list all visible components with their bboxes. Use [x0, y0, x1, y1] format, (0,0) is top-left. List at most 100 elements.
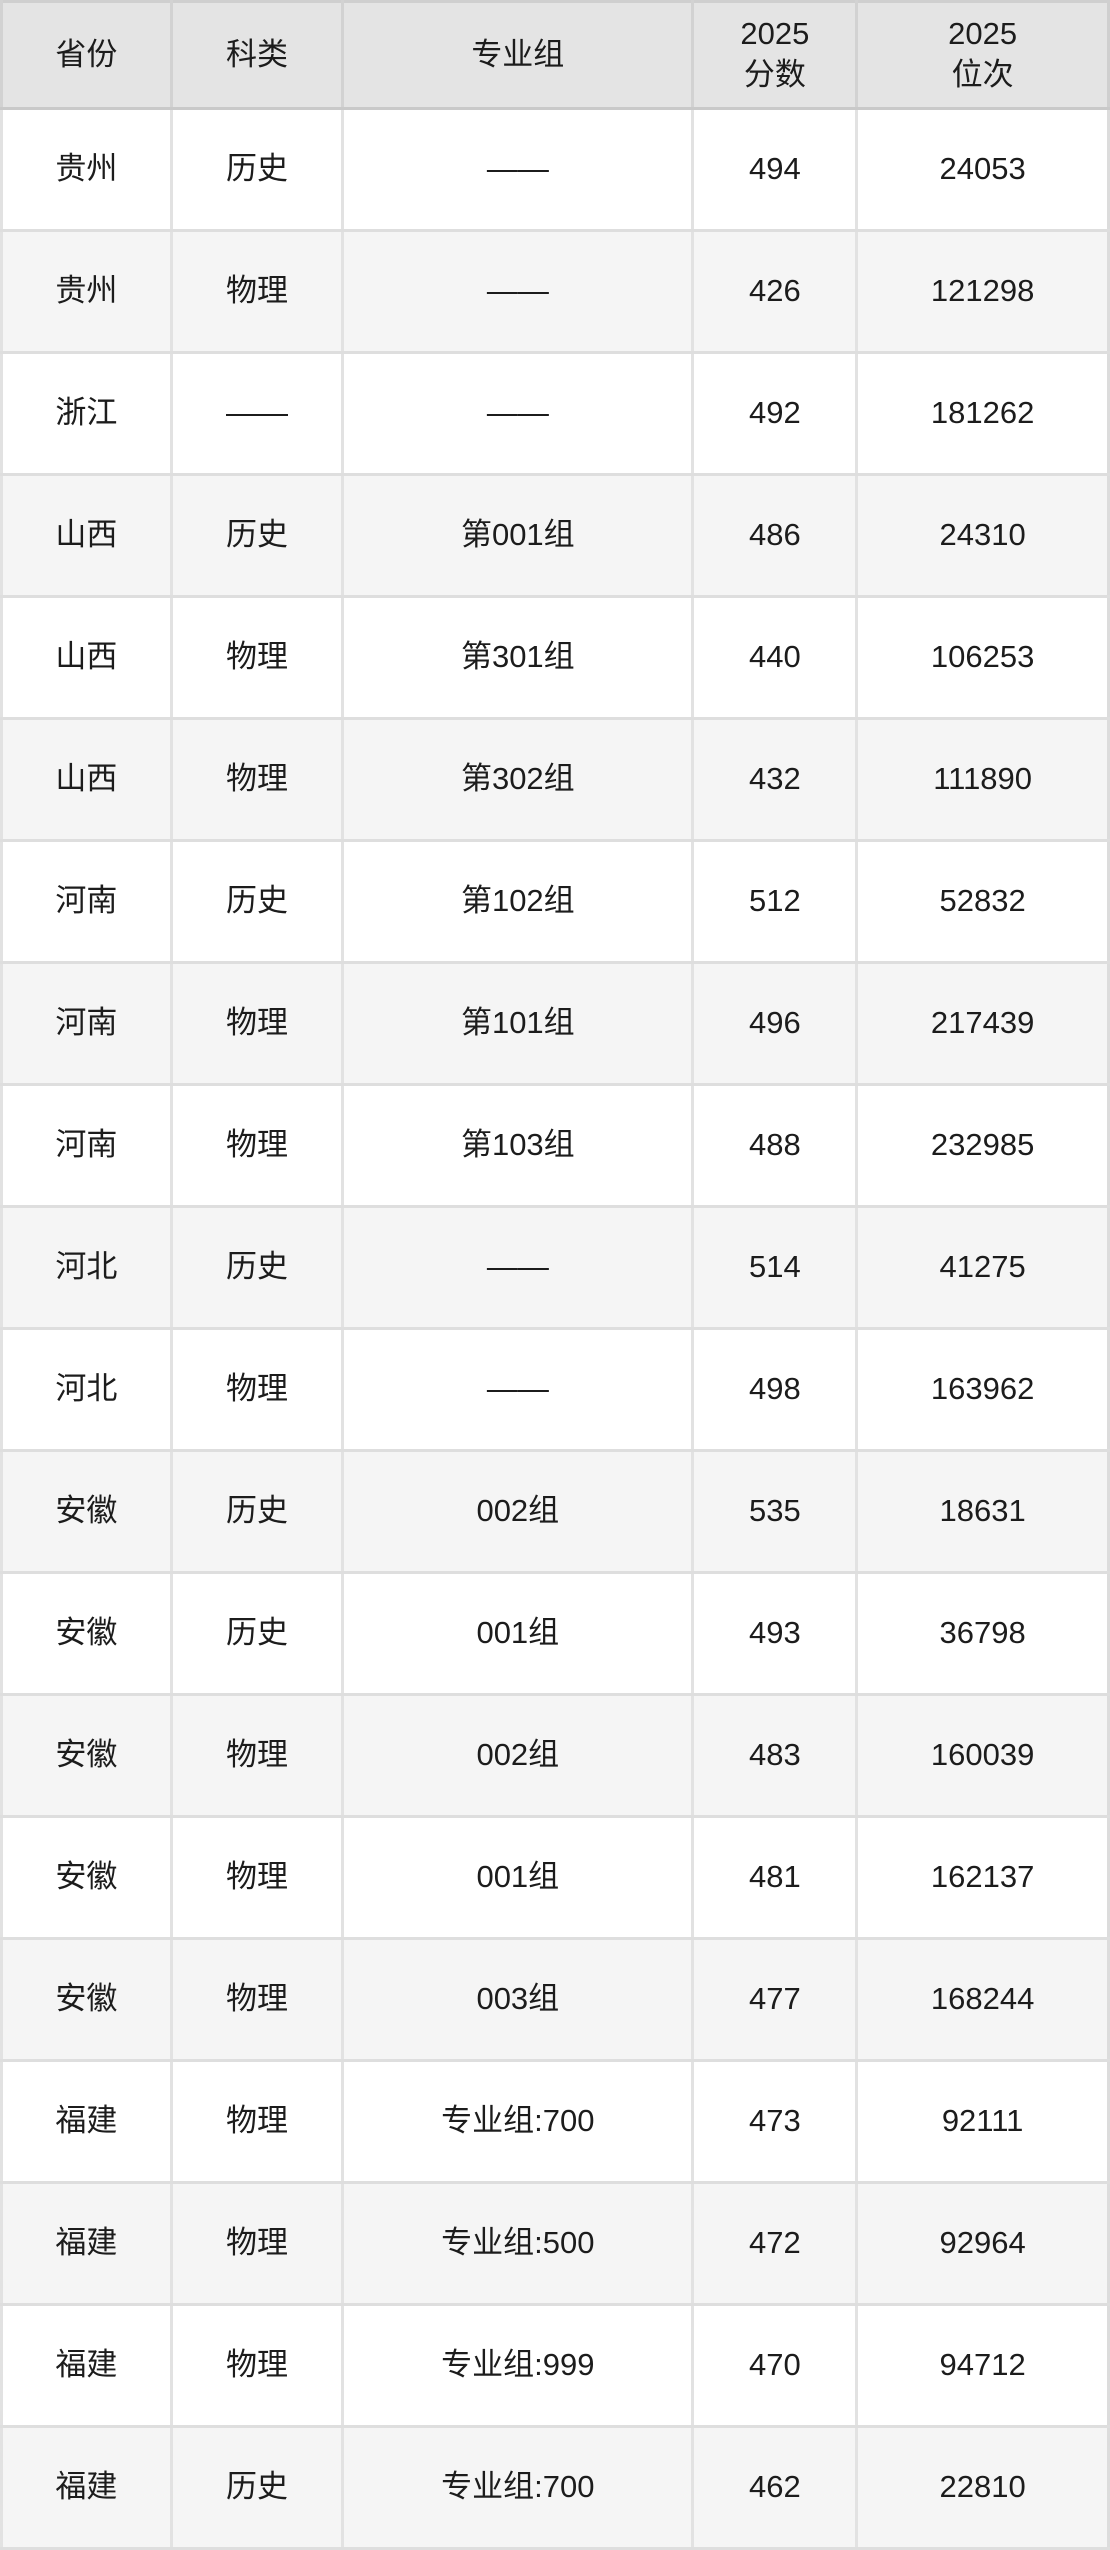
- cell-category: ——: [171, 352, 345, 476]
- cell-category: 历史: [171, 840, 345, 964]
- cell-major: ——: [342, 1328, 695, 1452]
- cell-category: 历史: [171, 2426, 345, 2550]
- cell-rank: 24053: [856, 108, 1110, 232]
- cell-province: 山西: [0, 718, 173, 842]
- cell-category: 物理: [171, 2060, 345, 2184]
- cell-province: 安徽: [0, 1816, 173, 1940]
- cell-category: 物理: [171, 2182, 345, 2306]
- cell-score: 492: [692, 352, 859, 476]
- cell-province: 安徽: [0, 1938, 173, 2062]
- column-header-line: 科类: [226, 36, 288, 72]
- cell-major: 002组: [342, 1450, 695, 1574]
- cell-province: 安徽: [0, 1694, 173, 1818]
- cell-rank: 24310: [856, 474, 1110, 598]
- table-row: 安徽 历史 002组 535 18631: [0, 1450, 1110, 1574]
- column-header-category: 科类: [171, 1, 345, 110]
- cell-score: 493: [692, 1572, 859, 1696]
- cell-rank: 92964: [856, 2182, 1110, 2306]
- column-header-province: 省份: [0, 1, 173, 110]
- cell-rank: 232985: [856, 1084, 1110, 1208]
- table-row: 河北 物理 —— 498 163962: [0, 1328, 1110, 1452]
- column-header-line: 2025: [740, 16, 810, 52]
- cell-category: 物理: [171, 1816, 345, 1940]
- cell-province: 山西: [0, 596, 173, 720]
- cell-rank: 217439: [856, 962, 1110, 1086]
- cell-province: 浙江: [0, 352, 173, 476]
- cell-province: 安徽: [0, 1450, 173, 1574]
- cell-score: 481: [692, 1816, 859, 1940]
- column-header-line: 省份: [55, 36, 118, 72]
- cell-major: 专业组:700: [342, 2060, 695, 2184]
- table-row: 安徽 物理 001组 481 162137: [0, 1816, 1110, 1940]
- cell-category: 物理: [171, 230, 345, 354]
- cell-major: ——: [342, 1206, 695, 1330]
- table-row: 福建 物理 专业组:500 472 92964: [0, 2182, 1110, 2306]
- cell-category: 历史: [171, 1450, 345, 1574]
- table-row: 浙江 —— —— 492 181262: [0, 352, 1110, 476]
- cell-score: 512: [692, 840, 859, 964]
- table-row: 福建 物理 专业组:700 473 92111: [0, 2060, 1110, 2184]
- cell-province: 河北: [0, 1206, 173, 1330]
- cell-rank: 163962: [856, 1328, 1110, 1452]
- cell-province: 河南: [0, 1084, 173, 1208]
- cell-category: 历史: [171, 108, 345, 232]
- cell-category: 历史: [171, 1572, 345, 1696]
- cell-rank: 162137: [856, 1816, 1110, 1940]
- cell-province: 山西: [0, 474, 173, 598]
- cell-rank: 92111: [856, 2060, 1110, 2184]
- cell-rank: 111890: [856, 718, 1110, 842]
- table-body: 贵州 历史 —— 494 24053 贵州 物理 —— 426 121298 浙江 —— —— 492 18…: [0, 108, 1110, 2550]
- cell-score: 498: [692, 1328, 859, 1452]
- cell-province: 贵州: [0, 230, 173, 354]
- cell-rank: 41275: [856, 1206, 1110, 1330]
- column-header-line: 专业组: [471, 36, 565, 72]
- cell-category: 物理: [171, 1328, 345, 1452]
- cell-rank: 168244: [856, 1938, 1110, 2062]
- table-row: 福建 物理 专业组:999 470 94712: [0, 2304, 1110, 2428]
- cell-rank: 181262: [856, 352, 1110, 476]
- cell-major: ——: [342, 230, 695, 354]
- column-header-line: 2025: [948, 16, 1018, 52]
- cell-category: 历史: [171, 1206, 345, 1330]
- cell-province: 河南: [0, 962, 173, 1086]
- cell-score: 462: [692, 2426, 859, 2550]
- cell-province: 安徽: [0, 1572, 173, 1696]
- table-row: 河南 历史 第102组 512 52832: [0, 840, 1110, 964]
- cell-major: 003组: [342, 1938, 695, 2062]
- cell-major: 第301组: [342, 596, 695, 720]
- cell-province: 贵州: [0, 108, 173, 232]
- cell-province: 福建: [0, 2304, 173, 2428]
- cell-province: 河南: [0, 840, 173, 964]
- cell-province: 河北: [0, 1328, 173, 1452]
- cell-score: 440: [692, 596, 859, 720]
- cell-category: 物理: [171, 1938, 345, 2062]
- cell-major: ——: [342, 108, 695, 232]
- cell-score: 488: [692, 1084, 859, 1208]
- table-header-row: 省份 科类 专业组 2025 分数 2025 位次: [0, 1, 1110, 110]
- table-row: 山西 历史 第001组 486 24310: [0, 474, 1110, 598]
- cell-rank: 106253: [856, 596, 1110, 720]
- cell-major: 001组: [342, 1572, 695, 1696]
- cell-score: 486: [692, 474, 859, 598]
- cell-category: 物理: [171, 596, 345, 720]
- cell-score: 483: [692, 1694, 859, 1818]
- table-row: 安徽 历史 001组 493 36798: [0, 1572, 1110, 1696]
- column-header-line: 位次: [951, 57, 1014, 92]
- table-row: 安徽 物理 002组 483 160039: [0, 1694, 1110, 1818]
- cell-major: 专业组:700: [342, 2426, 695, 2550]
- cell-major: 第101组: [342, 962, 695, 1086]
- table-row: 山西 物理 第301组 440 106253: [0, 596, 1110, 720]
- cell-score: 514: [692, 1206, 859, 1330]
- column-header-rank: 2025 位次: [856, 1, 1110, 110]
- table-row: 河北 历史 —— 514 41275: [0, 1206, 1110, 1330]
- table-header: 省份 科类 专业组 2025 分数 2025 位次: [0, 1, 1110, 110]
- column-header-line: 分数: [743, 57, 806, 92]
- column-header-score: 2025 分数: [692, 1, 859, 110]
- cell-category: 物理: [171, 2304, 345, 2428]
- cell-rank: 160039: [856, 1694, 1110, 1818]
- column-header-major: 专业组: [342, 1, 695, 110]
- cell-rank: 52832: [856, 840, 1110, 964]
- table-row: 贵州 历史 —— 494 24053: [0, 108, 1110, 232]
- cell-province: 福建: [0, 2426, 173, 2550]
